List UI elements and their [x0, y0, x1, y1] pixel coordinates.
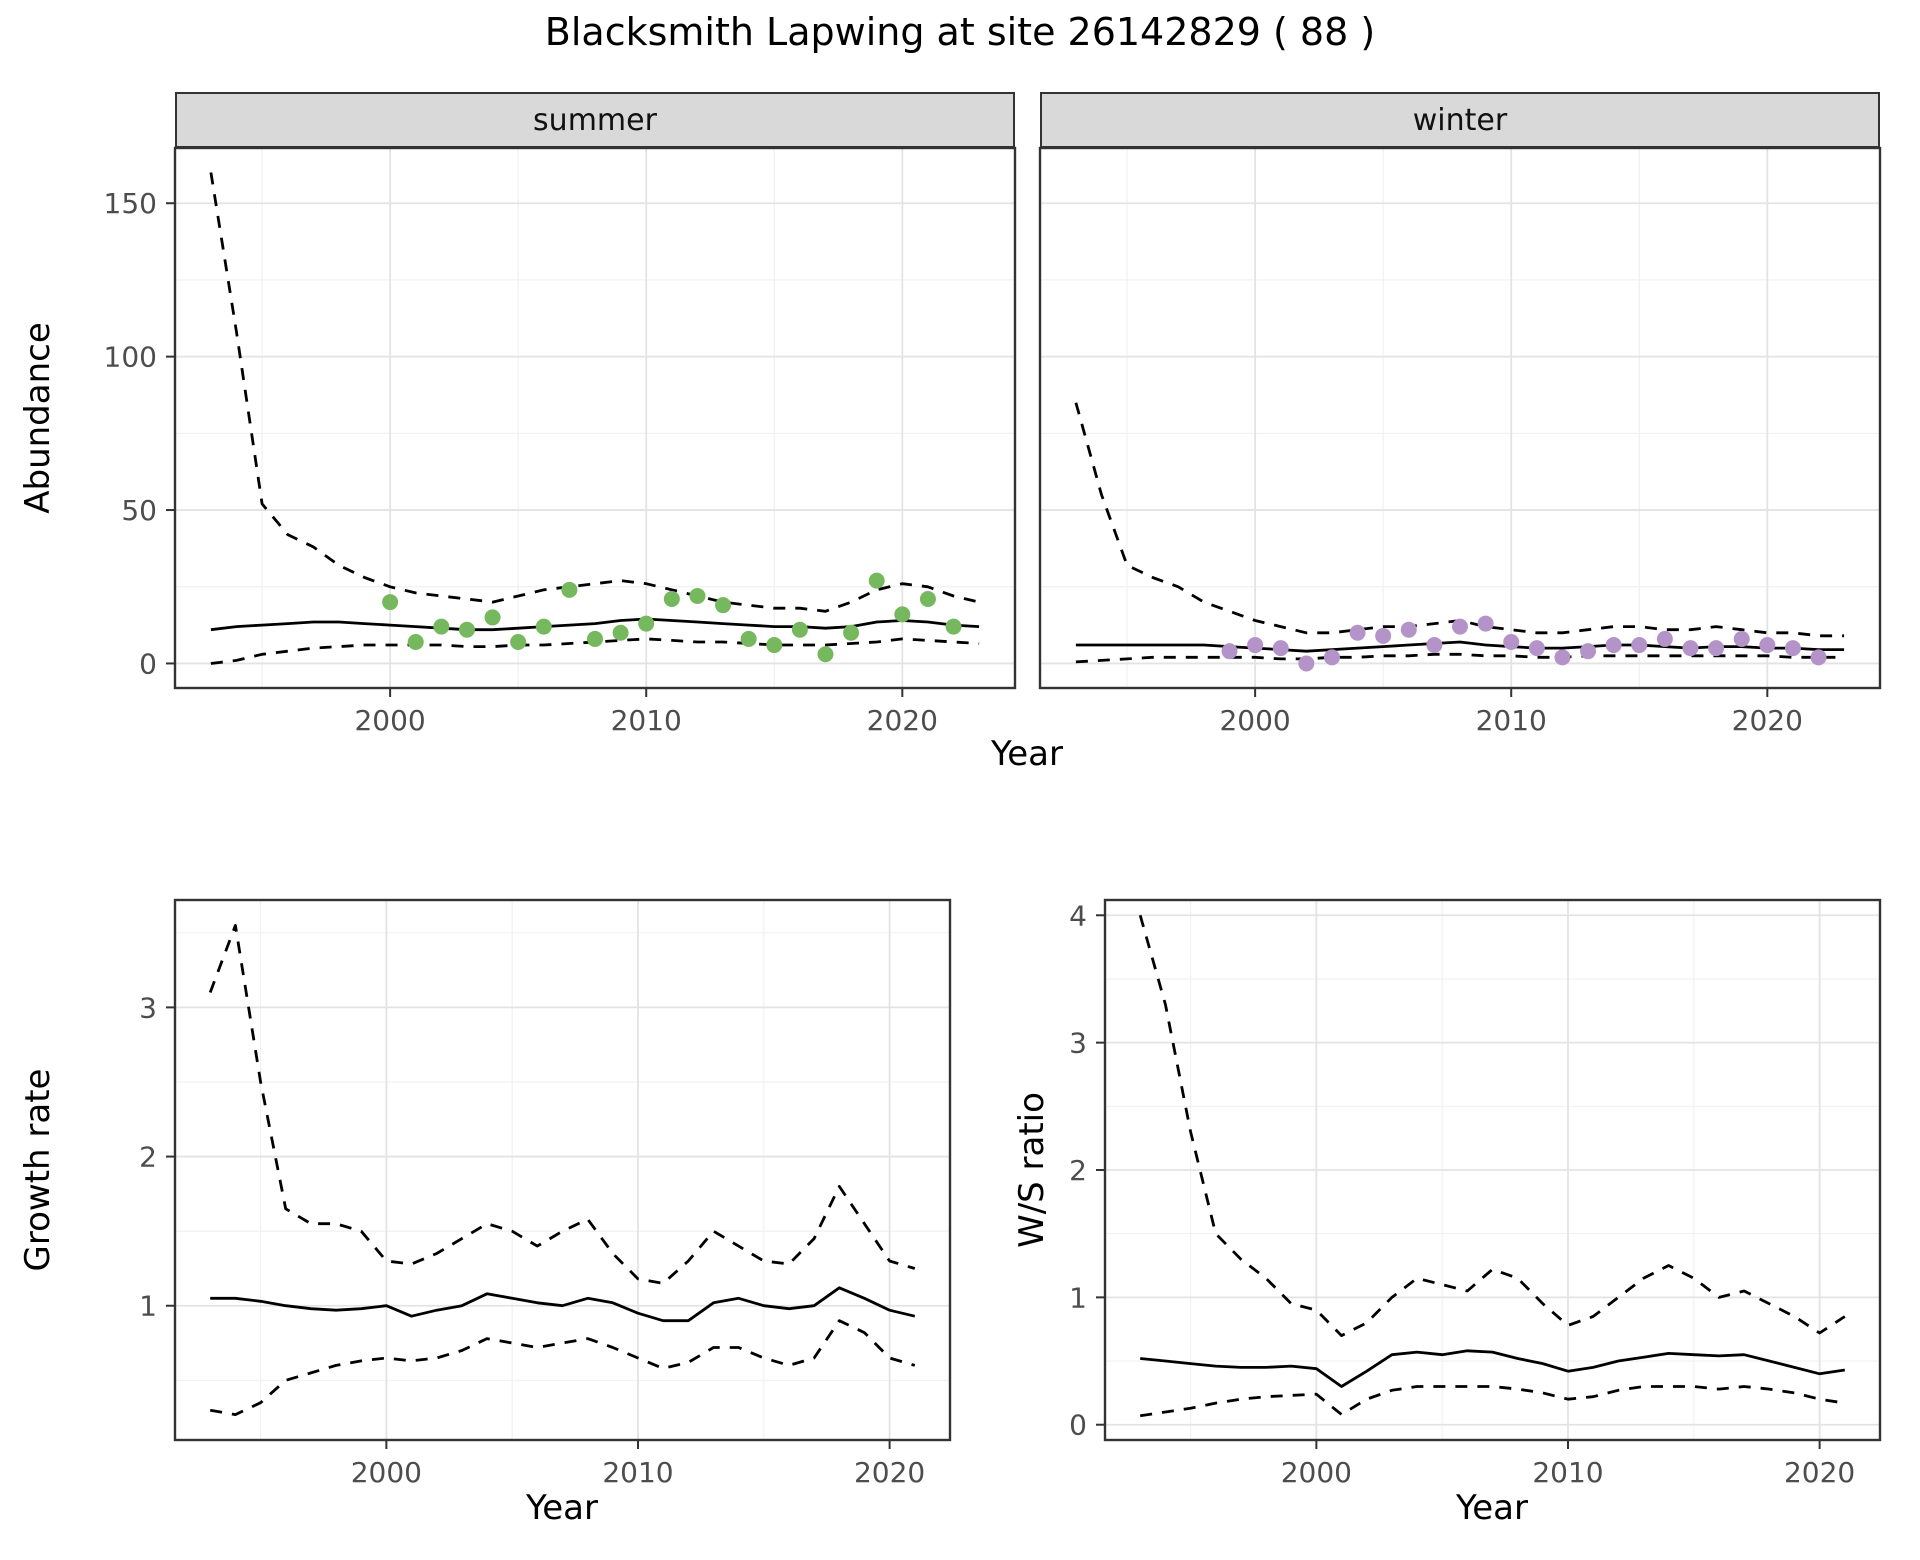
svg-text:1: 1: [1069, 1281, 1087, 1314]
svg-text:150: 150: [104, 187, 157, 220]
y-axis-label-abundance: Abundance: [18, 322, 58, 514]
facet-strip-summer: summer: [175, 92, 1015, 148]
svg-text:3: 3: [1069, 1027, 1087, 1060]
svg-text:2020: 2020: [854, 1456, 925, 1489]
svg-text:0: 0: [1069, 1409, 1087, 1442]
svg-text:2: 2: [139, 1141, 157, 1174]
y-axis-label-growth-rate: Growth rate: [18, 1068, 58, 1272]
svg-text:50: 50: [121, 494, 157, 527]
x-axis-label-ws-ratio: Year: [1456, 1488, 1528, 1528]
svg-text:2000: 2000: [354, 704, 425, 737]
svg-text:4: 4: [1069, 899, 1087, 932]
facet-strip-summer-label: summer: [533, 102, 657, 138]
svg-text:0: 0: [139, 647, 157, 680]
svg-text:2020: 2020: [1784, 1456, 1855, 1489]
facet-strip-winter-label: winter: [1412, 102, 1508, 138]
svg-text:2010: 2010: [1532, 1456, 1603, 1489]
svg-text:100: 100: [104, 341, 157, 374]
svg-text:2020: 2020: [867, 704, 938, 737]
svg-text:2000: 2000: [1281, 1456, 1352, 1489]
svg-text:2000: 2000: [351, 1456, 422, 1489]
chart-title: Blacksmith Lapwing at site 26142829 ( 88…: [544, 10, 1376, 54]
svg-text:2020: 2020: [1732, 704, 1803, 737]
svg-text:2010: 2010: [1476, 704, 1547, 737]
x-axis-label-growth-rate: Year: [526, 1488, 598, 1528]
svg-text:2010: 2010: [611, 704, 682, 737]
y-axis-label-ws-ratio: W/S ratio: [1012, 1092, 1052, 1248]
svg-text:1: 1: [139, 1290, 157, 1323]
x-axis-label-top: Year: [991, 734, 1063, 774]
svg-text:2010: 2010: [602, 1456, 673, 1489]
abundance-winter-chart: 2000 2010 2020: [1038, 146, 1882, 737]
growth-rate-chart: 2000 2010 2020 1 2 3: [139, 898, 952, 1489]
ws-ratio-chart: 2000 2010 2020 0 1 2 3 4: [1069, 898, 1882, 1489]
svg-text:2: 2: [1069, 1154, 1087, 1187]
svg-text:2000: 2000: [1219, 704, 1290, 737]
abundance-summer-chart: 2000 2010 2020 0 50 100 150: [104, 146, 1017, 737]
facet-strip-winter: winter: [1040, 92, 1880, 148]
svg-text:3: 3: [139, 991, 157, 1024]
